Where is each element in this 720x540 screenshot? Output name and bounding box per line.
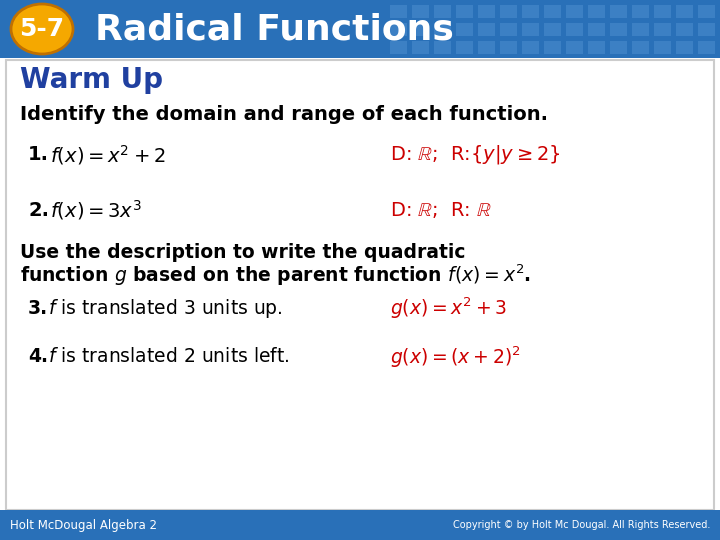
FancyBboxPatch shape xyxy=(632,23,649,36)
FancyBboxPatch shape xyxy=(0,0,720,58)
FancyBboxPatch shape xyxy=(456,41,473,54)
Text: 1.: 1. xyxy=(28,145,49,165)
Text: 2.: 2. xyxy=(28,200,49,219)
FancyBboxPatch shape xyxy=(500,5,517,18)
Ellipse shape xyxy=(11,4,73,54)
FancyBboxPatch shape xyxy=(544,41,561,54)
Text: 3.: 3. xyxy=(28,299,48,318)
FancyBboxPatch shape xyxy=(676,5,693,18)
FancyBboxPatch shape xyxy=(566,41,583,54)
FancyBboxPatch shape xyxy=(390,41,407,54)
FancyBboxPatch shape xyxy=(544,23,561,36)
FancyBboxPatch shape xyxy=(654,23,671,36)
FancyBboxPatch shape xyxy=(566,5,583,18)
FancyBboxPatch shape xyxy=(522,23,539,36)
FancyBboxPatch shape xyxy=(698,41,715,54)
FancyBboxPatch shape xyxy=(500,23,517,36)
FancyBboxPatch shape xyxy=(412,23,429,36)
Text: function $g$ based on the parent function $f(x) = x^2$.: function $g$ based on the parent functio… xyxy=(20,262,531,288)
FancyBboxPatch shape xyxy=(588,5,605,18)
Text: $g(x) = x^2 + 3$: $g(x) = x^2 + 3$ xyxy=(390,295,507,321)
FancyBboxPatch shape xyxy=(632,41,649,54)
FancyBboxPatch shape xyxy=(566,23,583,36)
Text: Use the description to write the quadratic: Use the description to write the quadrat… xyxy=(20,244,466,262)
FancyBboxPatch shape xyxy=(456,5,473,18)
FancyBboxPatch shape xyxy=(412,41,429,54)
Text: D: $\mathbb{R}$;  R:{$y|y \geq 2$}: D: $\mathbb{R}$; R:{$y|y \geq 2$} xyxy=(390,144,561,166)
FancyBboxPatch shape xyxy=(676,23,693,36)
FancyBboxPatch shape xyxy=(6,60,714,510)
FancyBboxPatch shape xyxy=(522,5,539,18)
FancyBboxPatch shape xyxy=(588,41,605,54)
FancyBboxPatch shape xyxy=(610,41,627,54)
FancyBboxPatch shape xyxy=(632,5,649,18)
Text: 5-7: 5-7 xyxy=(19,17,65,41)
Text: D: $\mathbb{R}$;  R: $\mathbb{R}$: D: $\mathbb{R}$; R: $\mathbb{R}$ xyxy=(390,200,492,220)
FancyBboxPatch shape xyxy=(434,5,451,18)
Text: 4.: 4. xyxy=(28,348,48,367)
FancyBboxPatch shape xyxy=(610,23,627,36)
Text: $f$ is translated 2 units left.: $f$ is translated 2 units left. xyxy=(48,348,289,367)
FancyBboxPatch shape xyxy=(390,5,407,18)
FancyBboxPatch shape xyxy=(478,5,495,18)
Text: Radical Functions: Radical Functions xyxy=(95,12,454,46)
FancyBboxPatch shape xyxy=(676,41,693,54)
FancyBboxPatch shape xyxy=(544,5,561,18)
FancyBboxPatch shape xyxy=(412,5,429,18)
FancyBboxPatch shape xyxy=(698,5,715,18)
FancyBboxPatch shape xyxy=(390,23,407,36)
FancyBboxPatch shape xyxy=(654,5,671,18)
FancyBboxPatch shape xyxy=(478,41,495,54)
Text: Holt McDougal Algebra 2: Holt McDougal Algebra 2 xyxy=(10,518,157,531)
Text: $g(x) = (x + 2)^2$: $g(x) = (x + 2)^2$ xyxy=(390,345,521,370)
FancyBboxPatch shape xyxy=(434,23,451,36)
Text: Warm Up: Warm Up xyxy=(20,66,163,94)
FancyBboxPatch shape xyxy=(434,41,451,54)
FancyBboxPatch shape xyxy=(500,41,517,54)
Text: Identify the domain and range of each function.: Identify the domain and range of each fu… xyxy=(20,105,548,125)
Text: $f$ is translated 3 units up.: $f$ is translated 3 units up. xyxy=(48,296,283,320)
FancyBboxPatch shape xyxy=(588,23,605,36)
FancyBboxPatch shape xyxy=(0,510,720,540)
FancyBboxPatch shape xyxy=(522,41,539,54)
FancyBboxPatch shape xyxy=(698,23,715,36)
Text: $f(x) = 3x^3$: $f(x) = 3x^3$ xyxy=(50,198,142,222)
Text: Copyright © by Holt Mc Dougal. All Rights Reserved.: Copyright © by Holt Mc Dougal. All Right… xyxy=(453,520,710,530)
FancyBboxPatch shape xyxy=(654,41,671,54)
FancyBboxPatch shape xyxy=(456,23,473,36)
FancyBboxPatch shape xyxy=(610,5,627,18)
Text: $f(x) = x^2 + 2$: $f(x) = x^2 + 2$ xyxy=(50,143,166,167)
FancyBboxPatch shape xyxy=(478,23,495,36)
